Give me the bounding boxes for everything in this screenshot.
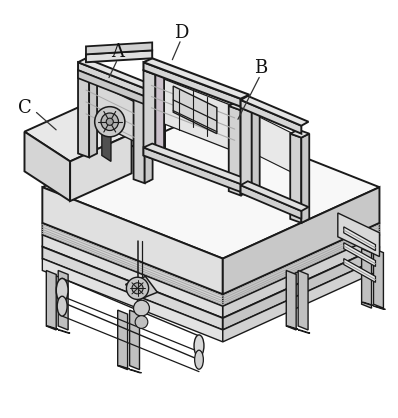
Circle shape bbox=[95, 107, 125, 137]
Polygon shape bbox=[143, 143, 250, 184]
Polygon shape bbox=[229, 106, 241, 196]
Polygon shape bbox=[140, 96, 149, 181]
Polygon shape bbox=[86, 42, 152, 54]
Polygon shape bbox=[247, 111, 296, 174]
Polygon shape bbox=[223, 223, 379, 306]
Polygon shape bbox=[58, 270, 68, 330]
Polygon shape bbox=[134, 96, 144, 183]
Polygon shape bbox=[223, 187, 379, 294]
Polygon shape bbox=[373, 249, 383, 308]
Polygon shape bbox=[292, 134, 301, 219]
Circle shape bbox=[101, 113, 119, 130]
Circle shape bbox=[135, 316, 148, 329]
Polygon shape bbox=[118, 310, 128, 370]
Ellipse shape bbox=[57, 296, 67, 316]
Polygon shape bbox=[102, 76, 111, 161]
Circle shape bbox=[127, 277, 148, 299]
Polygon shape bbox=[58, 330, 70, 333]
Polygon shape bbox=[78, 58, 151, 89]
Polygon shape bbox=[143, 62, 241, 107]
Polygon shape bbox=[290, 134, 301, 223]
Polygon shape bbox=[344, 227, 375, 251]
Polygon shape bbox=[42, 116, 379, 259]
Circle shape bbox=[134, 300, 149, 316]
Polygon shape bbox=[130, 370, 142, 373]
Text: B: B bbox=[254, 59, 267, 77]
Polygon shape bbox=[298, 270, 308, 330]
Polygon shape bbox=[143, 66, 164, 74]
Polygon shape bbox=[118, 366, 130, 369]
Text: A: A bbox=[111, 43, 124, 61]
Polygon shape bbox=[42, 235, 223, 318]
Polygon shape bbox=[301, 134, 309, 223]
Polygon shape bbox=[86, 78, 135, 142]
Text: C: C bbox=[18, 99, 31, 117]
Polygon shape bbox=[25, 132, 70, 201]
Polygon shape bbox=[252, 108, 259, 197]
Polygon shape bbox=[241, 108, 252, 197]
Polygon shape bbox=[78, 66, 97, 74]
Polygon shape bbox=[42, 247, 223, 330]
Polygon shape bbox=[241, 100, 301, 134]
Polygon shape bbox=[362, 302, 373, 306]
Polygon shape bbox=[143, 58, 250, 99]
Polygon shape bbox=[344, 259, 375, 283]
Polygon shape bbox=[70, 134, 132, 201]
Polygon shape bbox=[241, 96, 308, 126]
Polygon shape bbox=[229, 108, 239, 193]
Ellipse shape bbox=[56, 278, 68, 302]
Polygon shape bbox=[223, 259, 379, 342]
Polygon shape bbox=[344, 243, 375, 267]
Polygon shape bbox=[362, 249, 371, 308]
Polygon shape bbox=[126, 276, 157, 300]
Polygon shape bbox=[290, 130, 309, 138]
Polygon shape bbox=[241, 181, 308, 211]
Polygon shape bbox=[155, 72, 165, 158]
Polygon shape bbox=[286, 326, 298, 329]
Text: D: D bbox=[174, 23, 188, 41]
Polygon shape bbox=[144, 96, 152, 183]
Polygon shape bbox=[286, 270, 296, 330]
Ellipse shape bbox=[195, 350, 203, 369]
Circle shape bbox=[106, 118, 113, 125]
Polygon shape bbox=[241, 104, 259, 112]
Polygon shape bbox=[42, 223, 223, 306]
Polygon shape bbox=[338, 213, 379, 257]
Polygon shape bbox=[298, 330, 310, 333]
Polygon shape bbox=[373, 306, 385, 309]
Polygon shape bbox=[130, 310, 140, 370]
Polygon shape bbox=[241, 106, 250, 196]
Polygon shape bbox=[143, 148, 241, 192]
Polygon shape bbox=[173, 86, 217, 134]
Polygon shape bbox=[78, 70, 89, 158]
Polygon shape bbox=[223, 247, 379, 330]
Polygon shape bbox=[155, 70, 164, 160]
Polygon shape bbox=[151, 74, 235, 151]
Ellipse shape bbox=[194, 335, 204, 357]
Polygon shape bbox=[78, 70, 144, 104]
Polygon shape bbox=[42, 259, 223, 342]
Polygon shape bbox=[86, 50, 152, 62]
Polygon shape bbox=[134, 92, 152, 100]
Polygon shape bbox=[241, 185, 301, 219]
Polygon shape bbox=[89, 70, 97, 158]
Polygon shape bbox=[223, 235, 379, 318]
Polygon shape bbox=[46, 270, 56, 330]
Polygon shape bbox=[243, 108, 252, 185]
Polygon shape bbox=[229, 102, 250, 110]
Polygon shape bbox=[143, 70, 155, 160]
Polygon shape bbox=[46, 326, 58, 329]
Polygon shape bbox=[42, 187, 223, 294]
Polygon shape bbox=[78, 62, 144, 97]
Polygon shape bbox=[25, 104, 132, 161]
Circle shape bbox=[132, 283, 143, 294]
